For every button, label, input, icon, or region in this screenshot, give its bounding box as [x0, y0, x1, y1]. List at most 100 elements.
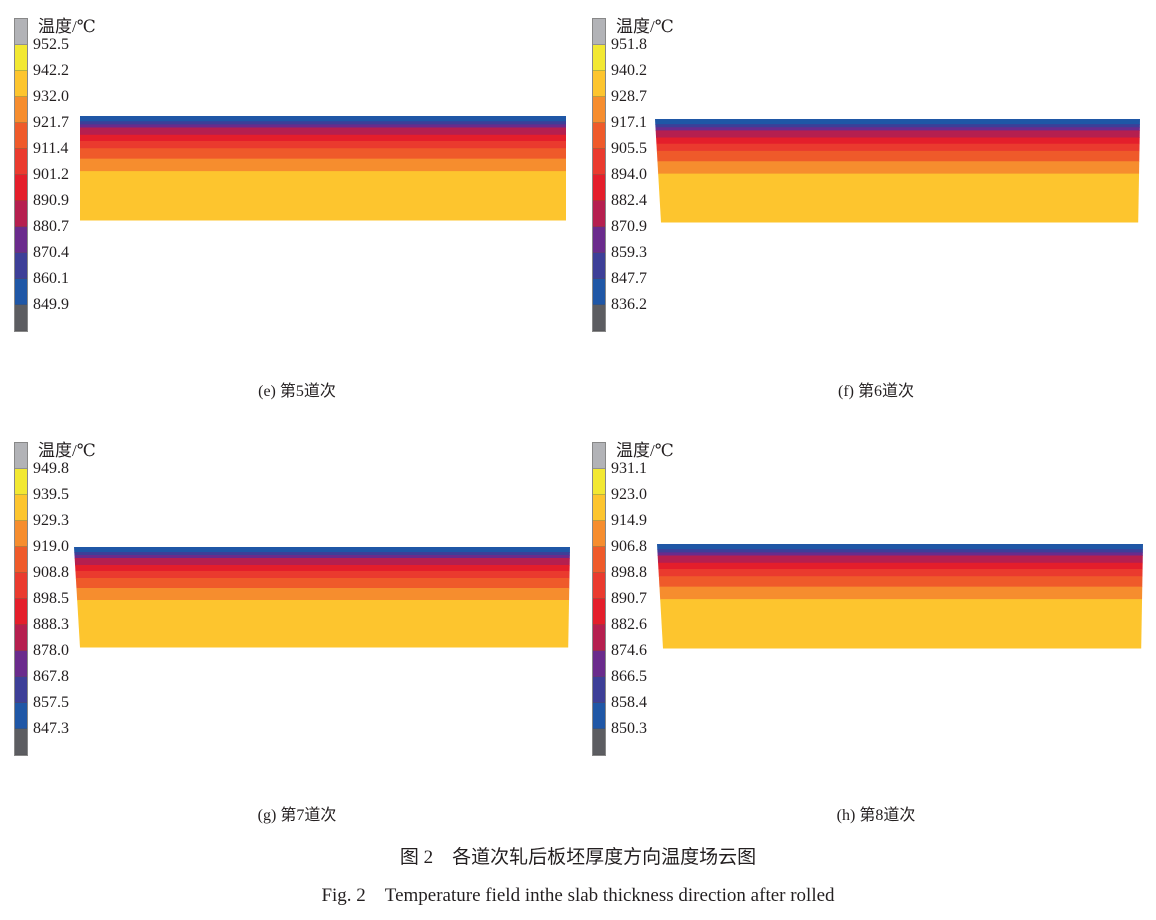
legend-swatch	[15, 573, 27, 599]
legend-label: 942.2	[33, 62, 69, 79]
temperature-band	[660, 599, 1143, 649]
temperature-band	[80, 140, 566, 149]
legend-swatch	[593, 443, 605, 469]
legend-swatch	[593, 19, 605, 45]
legend-swatch	[593, 599, 605, 625]
legend-swatch	[15, 495, 27, 521]
temperature-band	[658, 568, 1143, 577]
legend-swatch	[15, 123, 27, 149]
panel-caption: (f) 第6道次	[838, 383, 914, 400]
legend-label: 911.4	[33, 140, 69, 157]
legend-label: 939.5	[33, 486, 69, 503]
legend-label: 850.3	[611, 720, 647, 737]
legend-swatch	[593, 703, 605, 729]
legend-label: 870.9	[611, 218, 647, 235]
temperature-band	[80, 116, 566, 122]
temperature-band	[655, 130, 1140, 139]
legend-label: 847.3	[33, 720, 69, 737]
temperature-band	[74, 552, 570, 556]
panel-caption: (g) 第7道次	[257, 807, 337, 824]
legend-label: 908.8	[33, 564, 69, 581]
temperature-band	[656, 150, 1140, 162]
temperature-band	[657, 161, 1140, 175]
legend-label: 890.7	[611, 590, 647, 607]
color-legend-bar	[14, 442, 28, 756]
legend-swatch	[593, 123, 605, 149]
temperature-band	[75, 571, 570, 579]
legend-label: 870.4	[33, 244, 69, 261]
temperature-band	[656, 137, 1140, 145]
temperature-band	[659, 586, 1143, 600]
legend-label: 857.5	[33, 694, 69, 711]
legend-label: 882.6	[611, 616, 647, 633]
legend-label: 940.2	[611, 62, 647, 79]
legend-swatch	[593, 729, 605, 755]
legend-swatch	[593, 625, 605, 651]
temperature-band	[657, 552, 1143, 556]
temperature-band	[658, 173, 1140, 223]
legend-swatch	[15, 651, 27, 677]
figure-caption-english: Fig. 2 Temperature field inthe slab thic…	[321, 885, 835, 906]
temperature-band	[657, 555, 1143, 564]
legend-swatch	[593, 547, 605, 573]
legend-swatch	[15, 521, 27, 547]
color-legend-bar	[592, 18, 606, 332]
legend-swatch	[15, 305, 27, 331]
legend-swatch	[15, 45, 27, 71]
temperature-band	[655, 127, 1140, 131]
legend-swatch	[15, 175, 27, 201]
temperature-band	[80, 158, 566, 172]
temperature-band	[75, 565, 570, 572]
legend-swatch	[15, 677, 27, 703]
legend-label: 919.0	[33, 538, 69, 555]
legend-swatch	[593, 97, 605, 123]
legend-swatch	[593, 677, 605, 703]
legend-swatch	[15, 729, 27, 755]
legend-label: 847.7	[611, 270, 647, 287]
temperature-band	[657, 544, 1143, 550]
panel-caption: (e) 第5道次	[258, 383, 336, 400]
temperature-band	[75, 578, 570, 589]
legend-label: 867.8	[33, 668, 69, 685]
temperature-band	[76, 588, 570, 601]
legend-title: 温度/℃	[38, 441, 96, 460]
temperature-band	[74, 555, 570, 559]
legend-swatch	[593, 71, 605, 97]
legend-label: 836.2	[611, 296, 647, 313]
legend-label: 914.9	[611, 512, 647, 529]
legend-swatch	[15, 97, 27, 123]
legend-swatch	[15, 703, 27, 729]
temperature-band	[658, 562, 1143, 570]
legend-title: 温度/℃	[616, 17, 674, 36]
temperature-band	[80, 121, 566, 125]
legend-swatch	[15, 443, 27, 469]
legend-swatch	[593, 495, 605, 521]
legend-label: 905.5	[611, 140, 647, 157]
panel-caption: (h) 第8道次	[836, 807, 916, 824]
legend-label: 923.0	[611, 486, 647, 503]
legend-label: 898.5	[33, 590, 69, 607]
temperature-band	[658, 576, 1143, 588]
legend-label: 901.2	[33, 166, 69, 183]
temperature-band	[657, 549, 1143, 553]
legend-swatch	[593, 175, 605, 201]
temperature-band	[656, 143, 1140, 152]
temperature-band	[80, 134, 566, 142]
color-legend-bar	[14, 18, 28, 332]
temperature-band	[77, 600, 570, 648]
legend-title: 温度/℃	[616, 441, 674, 460]
legend-swatch	[15, 71, 27, 97]
legend-swatch	[15, 279, 27, 305]
temperature-band	[80, 148, 566, 160]
legend-label: 906.8	[611, 538, 647, 555]
legend-swatch	[593, 573, 605, 599]
temperature-band	[80, 171, 566, 221]
legend-label: 859.3	[611, 244, 647, 261]
legend-label: 949.8	[33, 460, 69, 477]
temperature-band	[80, 124, 566, 128]
temperature-band	[655, 119, 1140, 125]
legend-label: 890.9	[33, 192, 69, 209]
legend-label: 860.1	[33, 270, 69, 287]
